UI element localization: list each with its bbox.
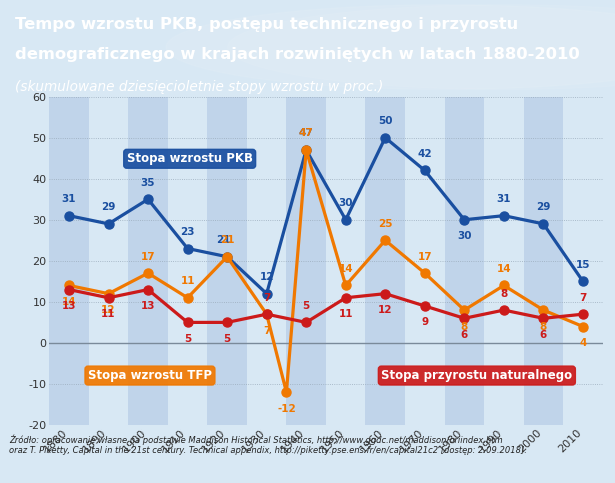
Text: 9: 9	[421, 317, 429, 327]
Text: 31: 31	[496, 194, 511, 204]
Bar	[523, 97, 563, 425]
Text: 47: 47	[299, 128, 314, 139]
Text: 30: 30	[457, 231, 472, 242]
Text: 12: 12	[101, 305, 116, 315]
Text: 25: 25	[378, 219, 392, 229]
Text: 11: 11	[338, 309, 353, 319]
Text: 8: 8	[461, 322, 468, 332]
Text: 17: 17	[141, 252, 156, 262]
Bar	[49, 97, 89, 425]
Text: 5: 5	[303, 301, 310, 311]
Text: 14: 14	[62, 297, 76, 307]
Text: 12: 12	[260, 272, 274, 282]
Text: 4: 4	[579, 338, 587, 348]
Text: Stopa wzrostu TFP: Stopa wzrostu TFP	[88, 369, 212, 382]
Text: 11: 11	[180, 276, 195, 286]
Text: 8: 8	[500, 288, 507, 298]
Circle shape	[166, 5, 615, 89]
Text: 47: 47	[299, 128, 314, 139]
Text: 50: 50	[378, 116, 392, 126]
Text: Stopa przyrostu naturalnego: Stopa przyrostu naturalnego	[381, 369, 573, 382]
Text: 17: 17	[418, 252, 432, 262]
Circle shape	[228, 5, 615, 89]
Text: 6: 6	[461, 330, 468, 340]
Text: 21: 21	[216, 235, 231, 245]
Text: demograficznego w krajach rozwiniętych w latach 1880-2010: demograficznego w krajach rozwiniętych w…	[15, 47, 580, 62]
Text: 6: 6	[540, 330, 547, 340]
Bar	[365, 97, 405, 425]
Text: Stopa wzrostu PKB: Stopa wzrostu PKB	[127, 152, 253, 165]
Bar	[445, 97, 484, 425]
Text: 5: 5	[223, 334, 231, 344]
Text: 29: 29	[536, 202, 550, 213]
Text: Tempo wzrostu PKB, postępu technicznego i przyrostu: Tempo wzrostu PKB, postępu technicznego …	[15, 17, 518, 32]
Text: 23: 23	[180, 227, 195, 237]
Text: 11: 11	[101, 309, 116, 319]
Bar	[287, 97, 326, 425]
Text: 35: 35	[141, 178, 156, 188]
Text: 31: 31	[62, 194, 76, 204]
Text: 5: 5	[184, 334, 191, 344]
Text: 42: 42	[418, 149, 432, 159]
Bar	[129, 97, 168, 425]
Text: 13: 13	[141, 301, 156, 311]
Text: 15: 15	[576, 260, 590, 270]
Text: 14: 14	[496, 264, 511, 274]
Text: 14: 14	[338, 264, 353, 274]
Text: 8: 8	[540, 322, 547, 332]
Text: 7: 7	[263, 293, 271, 303]
Bar	[207, 97, 247, 425]
Text: 7: 7	[579, 293, 587, 303]
Text: (skumulowane dziesięcioletnie stopy wzrostu w proc.): (skumulowane dziesięcioletnie stopy wzro…	[15, 80, 384, 94]
Text: Źródło: opracowanie własne na podstawie Maddison Historical Statistics, http://w: Źródło: opracowanie własne na podstawie …	[9, 434, 527, 455]
Text: 30: 30	[338, 198, 353, 208]
Text: -12: -12	[277, 404, 296, 414]
Text: 29: 29	[101, 202, 116, 213]
Text: 13: 13	[62, 301, 76, 311]
Text: 7: 7	[263, 326, 271, 336]
Text: 21: 21	[220, 235, 234, 245]
Text: 12: 12	[378, 305, 392, 315]
